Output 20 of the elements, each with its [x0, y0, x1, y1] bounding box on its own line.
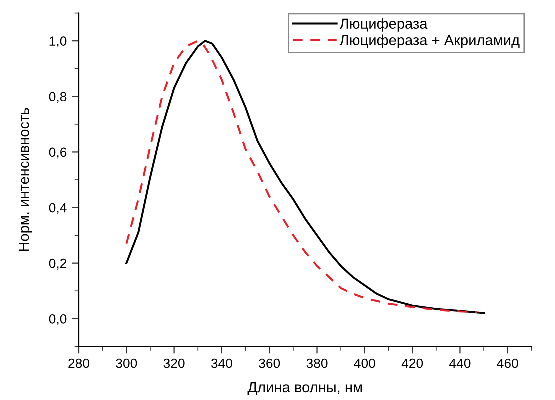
- x-tick-label: 420: [402, 358, 424, 368]
- y-tick-label: 1,0: [50, 36, 67, 48]
- x-tick-label: 280: [68, 358, 90, 368]
- legend-label: Люцифераза: [340, 18, 428, 32]
- x-tick-label: 440: [450, 358, 471, 368]
- x-tick-label: 400: [354, 358, 376, 368]
- y-axis-title: Норм. интенсивность: [19, 108, 32, 252]
- y-tick-label: 0,0: [49, 314, 67, 326]
- x-tick-label: 340: [211, 358, 232, 368]
- x-tick-label: 360: [259, 358, 280, 368]
- y-tick-label: 0,8: [49, 92, 67, 104]
- y-tick-label: 0,2: [49, 258, 67, 270]
- x-tick-label: 380: [306, 358, 328, 368]
- x-tick-label: 320: [164, 358, 185, 368]
- x-axis-title: Длина волны, нм: [248, 382, 362, 396]
- legend-label: Люцифераза + Акриламид: [340, 34, 520, 48]
- y-tick-label: 0,6: [49, 148, 67, 159]
- x-tick-label: 300: [116, 358, 138, 368]
- y-tick-label: 0,4: [49, 203, 67, 214]
- x-tick-label: 460: [497, 358, 518, 368]
